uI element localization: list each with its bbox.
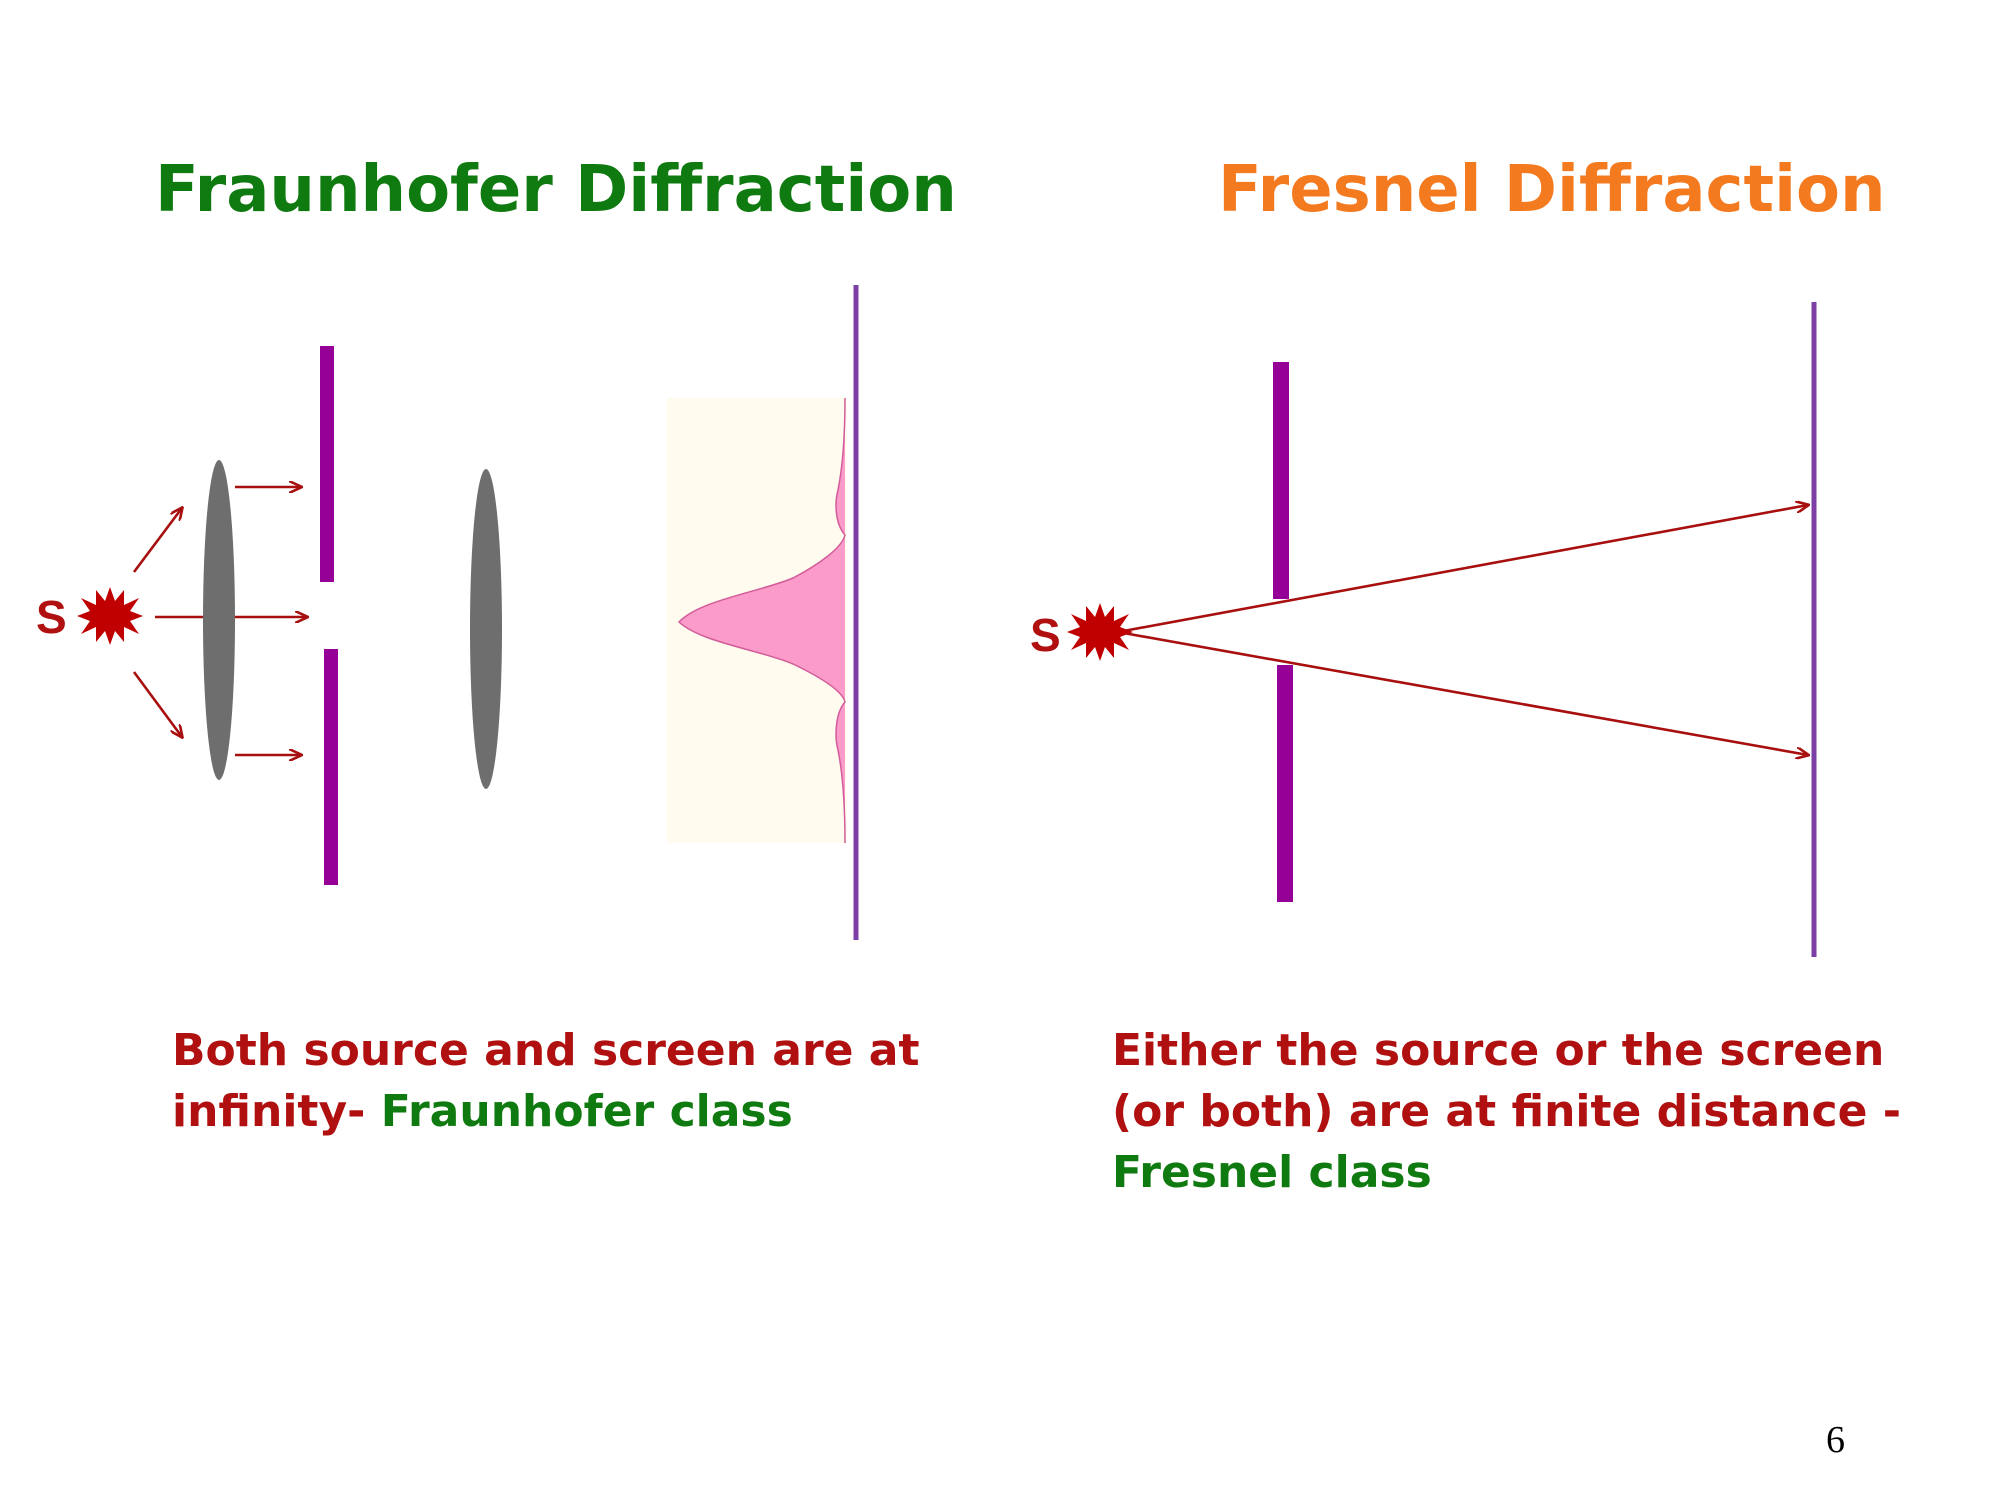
fraunhofer-diagram xyxy=(77,285,859,940)
fresnel-caption-text: Either the source or the screen (or both… xyxy=(1112,1025,1901,1137)
arrow-up xyxy=(132,508,182,573)
focusing-lens xyxy=(470,469,502,789)
source-star-icon xyxy=(77,587,143,645)
slit-upper xyxy=(320,346,334,582)
ray-lower xyxy=(1117,630,1808,755)
intensity-pattern xyxy=(679,398,845,843)
collimating-lens xyxy=(203,460,235,780)
fraunhofer-title: Fraunhofer Diffraction xyxy=(155,153,957,227)
intensity-pattern-outline xyxy=(677,397,846,844)
fresnel-caption-class: Fresnel class xyxy=(1112,1147,1432,1198)
fresnel-slit-upper xyxy=(1273,362,1289,599)
source-label-right: S xyxy=(1030,609,1061,661)
fraunhofer-caption: Both source and screen are at infinity- … xyxy=(172,1020,932,1142)
fraunhofer-caption-text: Both source and screen are at infinity- xyxy=(172,1025,920,1137)
source-label-left: S xyxy=(36,591,67,643)
fresnel-diagram xyxy=(1067,302,1817,957)
fresnel-caption: Either the source or the screen (or both… xyxy=(1112,1020,1932,1203)
page-number: 6 xyxy=(1826,1419,1845,1461)
fraunhofer-caption-class: Fraunhofer class xyxy=(380,1086,793,1137)
fresnel-slit-lower xyxy=(1277,665,1293,902)
ray-upper xyxy=(1117,505,1808,634)
slit-lower xyxy=(324,649,338,885)
arrow-down xyxy=(132,671,182,737)
fresnel-source-star-icon xyxy=(1067,603,1133,661)
fresnel-title: Fresnel Diffraction xyxy=(1218,153,1886,227)
